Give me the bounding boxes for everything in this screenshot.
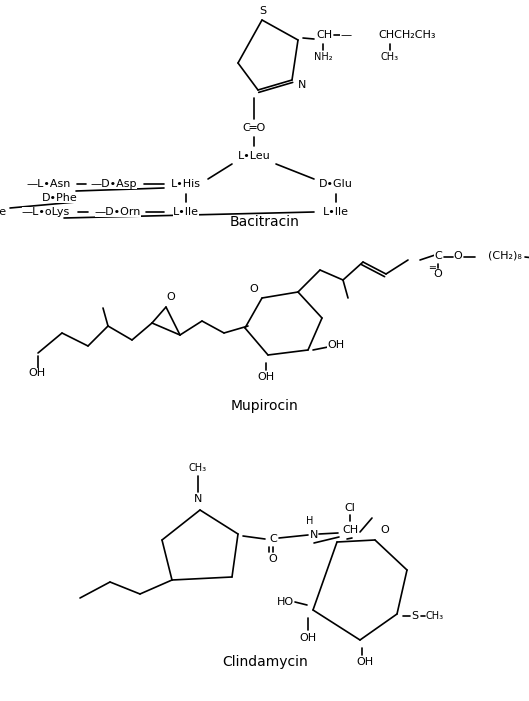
Text: NH₂: NH₂ — [314, 52, 332, 62]
Text: —D•Orn: —D•Orn — [95, 207, 141, 217]
Text: OH: OH — [258, 372, 275, 382]
Text: N: N — [194, 494, 202, 504]
Text: —: — — [341, 30, 352, 40]
Text: L•Leu: L•Leu — [238, 151, 270, 161]
Text: OH: OH — [28, 368, 45, 378]
Text: CH: CH — [316, 30, 332, 40]
Text: —L•Asn: —L•Asn — [27, 179, 71, 189]
Text: Clindamycin: Clindamycin — [222, 655, 308, 669]
Text: CHCH₂CH₃: CHCH₂CH₃ — [378, 30, 435, 40]
Text: (CH₂)₈: (CH₂)₈ — [488, 251, 522, 261]
Text: CH: CH — [342, 525, 358, 535]
Text: O: O — [434, 269, 442, 279]
Text: OH: OH — [357, 657, 373, 667]
Text: O: O — [381, 525, 389, 535]
Text: Cl: Cl — [344, 503, 355, 513]
Text: —L•οLys: —L•οLys — [22, 207, 70, 217]
Text: HO: HO — [277, 597, 294, 607]
Text: CH₃: CH₃ — [381, 52, 399, 62]
Text: OH: OH — [327, 340, 344, 350]
Text: CH₃: CH₃ — [426, 611, 444, 621]
Text: C: C — [269, 534, 277, 544]
Text: L•Ile: L•Ile — [173, 207, 199, 217]
Text: Bacitracin: Bacitracin — [230, 215, 300, 229]
Text: CH₃: CH₃ — [189, 463, 207, 473]
Text: S: S — [412, 611, 418, 621]
Text: —L•Ile: —L•Ile — [0, 207, 6, 217]
Text: Mupirocin: Mupirocin — [231, 399, 299, 413]
Text: C: C — [434, 251, 442, 261]
Text: —D•Asp: —D•Asp — [91, 179, 137, 189]
Text: ═: ═ — [429, 263, 435, 273]
Text: D•Phe: D•Phe — [42, 193, 78, 203]
Text: N: N — [298, 80, 306, 90]
Text: O: O — [250, 284, 258, 294]
Text: O: O — [167, 292, 176, 302]
Text: L•His: L•His — [171, 179, 201, 189]
Text: D•Glu: D•Glu — [319, 179, 353, 189]
Text: O: O — [269, 554, 277, 564]
Text: S: S — [259, 6, 267, 16]
Text: C═O: C═O — [242, 123, 266, 133]
Text: N: N — [310, 530, 318, 540]
Text: L•Ile: L•Ile — [323, 207, 349, 217]
Text: OH: OH — [299, 633, 316, 643]
Text: H: H — [306, 516, 314, 526]
Text: O: O — [454, 251, 462, 261]
